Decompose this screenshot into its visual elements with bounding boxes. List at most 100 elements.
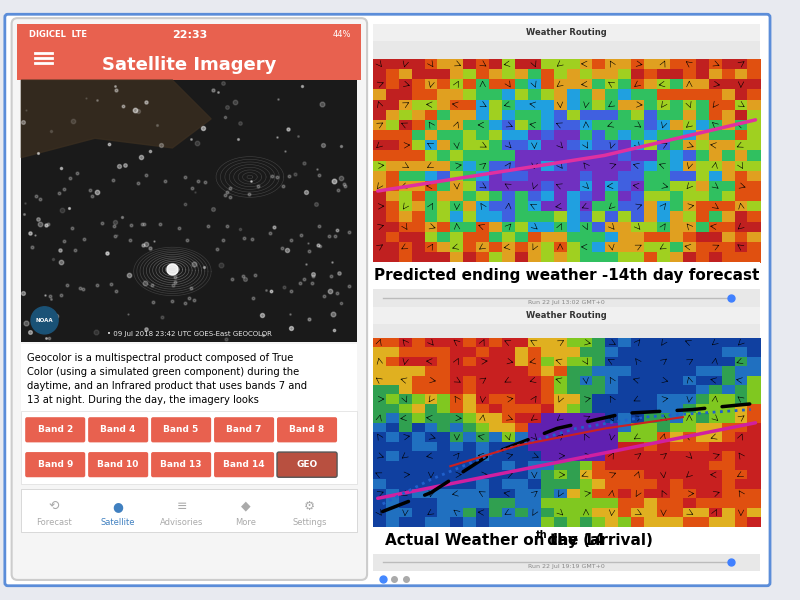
Text: Weather Routing: Weather Routing bbox=[526, 311, 607, 320]
Bar bbox=[696, 394, 709, 404]
Bar bbox=[373, 59, 386, 70]
Bar bbox=[696, 140, 709, 151]
Bar bbox=[644, 232, 658, 242]
Bar bbox=[541, 201, 554, 212]
Bar bbox=[644, 151, 658, 161]
Bar bbox=[373, 404, 386, 414]
Bar bbox=[373, 479, 386, 490]
Bar bbox=[657, 442, 670, 452]
Bar bbox=[631, 347, 645, 357]
Bar bbox=[373, 211, 386, 222]
Bar bbox=[696, 59, 709, 70]
Bar bbox=[398, 161, 412, 171]
Text: More: More bbox=[235, 518, 257, 527]
Bar bbox=[747, 69, 761, 80]
Bar bbox=[489, 508, 502, 518]
Bar bbox=[606, 161, 618, 171]
Bar bbox=[644, 517, 658, 527]
Bar bbox=[515, 479, 528, 490]
Bar bbox=[657, 191, 670, 202]
Bar bbox=[593, 432, 606, 442]
Bar bbox=[657, 394, 670, 404]
Bar bbox=[528, 356, 542, 367]
Bar bbox=[593, 79, 606, 90]
Bar bbox=[579, 385, 593, 395]
Text: Weather Routing: Weather Routing bbox=[526, 28, 607, 37]
Bar bbox=[476, 338, 490, 348]
Bar bbox=[373, 385, 386, 395]
Bar bbox=[438, 79, 451, 90]
Bar bbox=[747, 404, 761, 414]
Bar bbox=[747, 110, 761, 121]
Bar bbox=[528, 499, 542, 508]
Bar bbox=[696, 385, 709, 395]
Bar bbox=[502, 366, 515, 376]
Bar bbox=[683, 470, 696, 480]
Bar bbox=[463, 366, 477, 376]
Bar bbox=[450, 432, 464, 442]
Bar bbox=[398, 508, 412, 518]
Bar bbox=[722, 201, 735, 212]
Bar bbox=[579, 89, 593, 100]
Bar bbox=[450, 191, 464, 202]
Bar bbox=[734, 385, 748, 395]
Bar bbox=[606, 201, 618, 212]
Bar bbox=[593, 201, 606, 212]
Bar bbox=[373, 527, 760, 554]
Bar bbox=[502, 181, 515, 191]
Bar bbox=[709, 366, 722, 376]
Bar bbox=[463, 191, 477, 202]
Bar bbox=[476, 385, 490, 395]
Bar bbox=[450, 499, 464, 508]
Bar bbox=[541, 211, 554, 222]
Bar bbox=[398, 140, 412, 151]
Bar bbox=[412, 470, 425, 480]
Bar bbox=[489, 151, 502, 161]
Bar bbox=[541, 69, 554, 80]
Bar bbox=[657, 100, 670, 110]
Bar bbox=[670, 170, 683, 181]
Bar bbox=[631, 508, 645, 518]
Bar bbox=[657, 413, 670, 423]
Bar bbox=[696, 376, 709, 385]
Bar bbox=[502, 376, 515, 385]
Bar bbox=[373, 41, 760, 59]
Bar bbox=[386, 100, 399, 110]
Bar bbox=[593, 242, 606, 253]
Bar bbox=[438, 59, 451, 70]
Bar bbox=[566, 120, 580, 130]
Bar bbox=[386, 69, 399, 80]
Bar bbox=[554, 489, 567, 499]
Bar bbox=[670, 252, 683, 263]
Bar bbox=[373, 307, 760, 324]
Bar bbox=[696, 499, 709, 508]
Bar bbox=[644, 252, 658, 263]
Bar bbox=[515, 508, 528, 518]
Bar bbox=[463, 161, 477, 171]
Bar bbox=[618, 170, 632, 181]
Bar bbox=[373, 508, 386, 518]
Text: Predicted ending weather -14th day forecast: Predicted ending weather -14th day forec… bbox=[374, 268, 759, 283]
Bar bbox=[657, 252, 670, 263]
Bar bbox=[670, 100, 683, 110]
Bar bbox=[579, 242, 593, 253]
Bar bbox=[515, 161, 528, 171]
Bar bbox=[606, 394, 618, 404]
Bar bbox=[412, 151, 425, 161]
Bar bbox=[502, 170, 515, 181]
Bar bbox=[696, 181, 709, 191]
Bar bbox=[683, 69, 696, 80]
Bar bbox=[528, 252, 542, 263]
Bar bbox=[722, 161, 735, 171]
Bar bbox=[425, 461, 438, 470]
Bar bbox=[579, 432, 593, 442]
Text: Band 4: Band 4 bbox=[101, 425, 136, 434]
Bar bbox=[618, 59, 632, 70]
Bar bbox=[502, 242, 515, 253]
Bar bbox=[696, 211, 709, 222]
Bar bbox=[657, 376, 670, 385]
Bar bbox=[670, 120, 683, 130]
Bar bbox=[593, 479, 606, 490]
Bar bbox=[450, 201, 464, 212]
Bar bbox=[644, 100, 658, 110]
